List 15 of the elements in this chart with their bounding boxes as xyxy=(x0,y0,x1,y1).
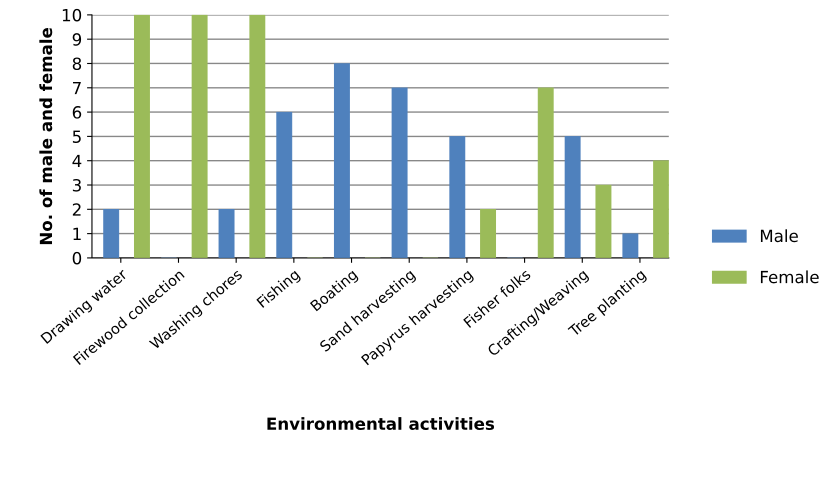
legend-label: Female xyxy=(760,270,819,284)
y-tick-label: 6 xyxy=(72,106,82,119)
y-tick-label: 10 xyxy=(62,8,82,22)
y-tick-label: 3 xyxy=(72,178,81,192)
y-tick-label: 8 xyxy=(72,57,82,70)
y-tick-label: 0 xyxy=(72,252,82,264)
legend-label: Male xyxy=(760,229,798,242)
y-tick-label: 1 xyxy=(73,228,81,240)
y-tick-label: 9 xyxy=(72,33,82,46)
y-tick-label: 2 xyxy=(72,203,81,216)
y-axis-title: No. of male and female xyxy=(39,28,52,244)
y-tick-label: 4 xyxy=(72,154,82,168)
y-tick-label: 5 xyxy=(72,130,81,143)
y-tick-label: 7 xyxy=(73,82,81,94)
x-axis-title: Environmental activities xyxy=(267,417,494,430)
